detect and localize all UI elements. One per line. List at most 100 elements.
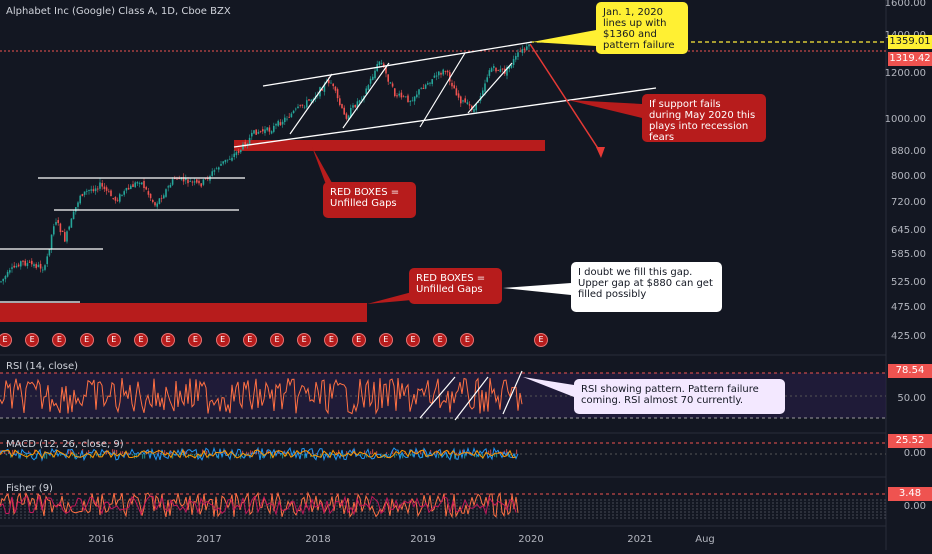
- lower-gap-box[interactable]: [0, 303, 367, 322]
- price-tag-1359[interactable]: 1359.01: [888, 35, 932, 49]
- price-tag-current[interactable]: 1319.42: [888, 52, 932, 66]
- fisher-line[interactable]: [0, 493, 518, 517]
- candle-body: [170, 185, 172, 188]
- candle-body: [500, 69, 502, 72]
- candle-body: [273, 126, 275, 132]
- time-tick: Aug: [695, 534, 715, 545]
- earnings-marker-icon[interactable]: E: [406, 333, 420, 347]
- earnings-marker-icon[interactable]: E: [352, 333, 366, 347]
- macd-bar: [372, 449, 373, 454]
- candle-body: [381, 63, 383, 64]
- macd-bar: [116, 450, 117, 454]
- candle-body: [57, 220, 59, 223]
- candle-body: [262, 129, 264, 131]
- macd-value-tag[interactable]: 25.52: [888, 434, 932, 448]
- candle-body: [134, 183, 136, 188]
- red-boxes-callout-lower[interactable]: RED BOXES = Unfilled Gaps: [409, 268, 502, 304]
- chart-title: Alphabet Inc (Google) Class A, 1D, Cboe …: [6, 6, 231, 17]
- red-boxes-callout-upper[interactable]: RED BOXES = Unfilled Gaps: [323, 182, 416, 218]
- candle-body: [284, 118, 286, 122]
- candle-body: [16, 266, 18, 267]
- candle-body: [491, 68, 493, 72]
- macd-bar: [46, 454, 47, 459]
- channel-lower-line[interactable]: [234, 88, 656, 147]
- jan-2020-callout[interactable]: Jan. 1, 2020 lines up with $1360 and pat…: [596, 2, 688, 54]
- candle-body: [40, 264, 42, 269]
- earnings-marker-icon[interactable]: E: [107, 333, 121, 347]
- candle-body: [304, 107, 306, 108]
- candle-body: [141, 182, 143, 184]
- earnings-marker-icon[interactable]: E: [379, 333, 393, 347]
- candle-body: [165, 189, 167, 197]
- candle-body: [458, 93, 460, 97]
- candle-body: [266, 127, 268, 130]
- macd-bar: [250, 450, 251, 454]
- candle-body: [361, 99, 363, 100]
- candle-body: [495, 68, 497, 72]
- candle-body: [187, 179, 189, 183]
- rsi-value-tag[interactable]: 78.54: [888, 364, 932, 378]
- projection-arrow[interactable]: [530, 44, 601, 153]
- candle-body: [75, 207, 77, 212]
- earnings-marker-icon[interactable]: E: [80, 333, 94, 347]
- candle-body: [110, 191, 112, 197]
- time-tick: 2021: [627, 534, 652, 545]
- gap-doubt-callout[interactable]: I doubt we fill this gap. Upper gap at $…: [571, 262, 722, 312]
- fisher-value-tag[interactable]: 3.48: [888, 487, 932, 501]
- candle-body: [5, 276, 7, 279]
- candle-body: [425, 85, 427, 89]
- price-tick: 425.00: [884, 331, 926, 342]
- channel-upper-line[interactable]: [263, 42, 532, 86]
- candle-body: [108, 191, 110, 192]
- price-tick: 720.00: [884, 197, 926, 208]
- candle-body: [451, 83, 453, 86]
- macd-bar: [324, 454, 325, 455]
- macd-tick: 0.00: [884, 448, 926, 459]
- candle-body: [35, 264, 37, 268]
- candle-body: [112, 198, 114, 199]
- time-tick: 2016: [88, 534, 113, 545]
- macd-bar: [404, 453, 405, 454]
- earnings-marker-icon[interactable]: E: [243, 333, 257, 347]
- candle-body: [139, 183, 141, 184]
- candle-body: [196, 179, 198, 182]
- candle-body: [227, 160, 229, 161]
- support-fails-callout[interactable]: If support fails during May 2020 this pl…: [642, 94, 766, 142]
- callout-tail: [532, 30, 596, 46]
- macd-bar: [6, 454, 7, 455]
- rsi-pane-title: RSI (14, close): [6, 361, 78, 372]
- pattern-leg-line[interactable]: [343, 63, 389, 128]
- candle-body: [260, 131, 262, 132]
- candle-body: [409, 101, 411, 102]
- macd-bar: [382, 454, 383, 455]
- candle-body: [438, 72, 440, 76]
- macd-bar: [376, 451, 377, 454]
- upper-gap-box[interactable]: [234, 140, 545, 151]
- price-tick: 525.00: [884, 277, 926, 288]
- macd-bar: [206, 451, 207, 454]
- candle-body: [167, 186, 169, 187]
- macd-bar: [190, 454, 191, 455]
- candle-body: [467, 102, 469, 104]
- earnings-marker-icon[interactable]: E: [216, 333, 230, 347]
- macd-bar: [2, 453, 3, 454]
- earnings-marker-icon[interactable]: E: [270, 333, 284, 347]
- candle-body: [440, 73, 442, 75]
- macd-bar: [282, 454, 283, 458]
- rsi-pattern-callout[interactable]: RSI showing pattern. Pattern failure com…: [574, 379, 785, 414]
- macd-bar: [388, 454, 389, 455]
- candle-body: [44, 265, 46, 270]
- macd-bar: [164, 450, 165, 454]
- earnings-marker-icon[interactable]: E: [534, 333, 548, 347]
- macd-bar: [246, 452, 247, 454]
- earnings-marker-icon[interactable]: E: [134, 333, 148, 347]
- candle-body: [189, 181, 191, 182]
- candle-body: [255, 129, 257, 134]
- macd-bar: [438, 454, 439, 458]
- candlestick-series[interactable]: [0, 43, 530, 285]
- candle-body: [392, 83, 394, 86]
- candle-body: [22, 261, 24, 262]
- callout-tail: [503, 283, 571, 295]
- pattern-leg-line[interactable]: [290, 74, 332, 134]
